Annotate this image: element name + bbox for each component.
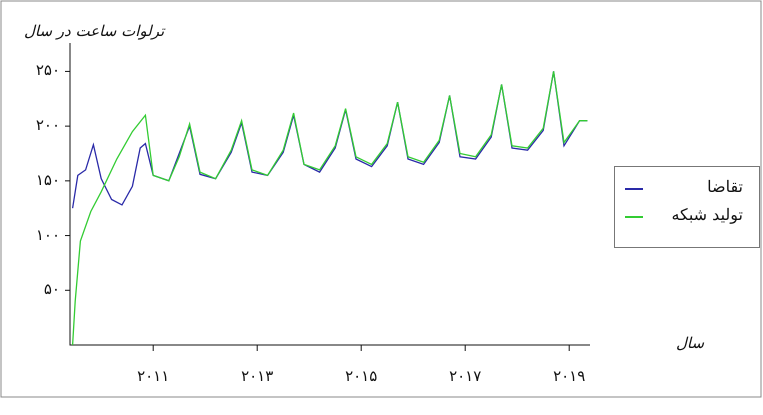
y-tick-label: ۵۰ [43,280,60,299]
x-tick-label: ۲۰۱۳ [241,367,274,385]
legend-label-demand: تقاضا [707,177,743,196]
legend: تقاضا تولید شبکه [614,166,760,248]
x-axis-label: سال [676,334,705,352]
series-line-production [71,71,588,346]
legend-label-production: تولید شبکه [671,205,743,224]
x-tick-label: ۲۰۱۵ [345,367,378,385]
y-tick-label: ۱۵۰ [35,170,60,189]
y-tick-label: ۲۰۰ [35,116,60,135]
x-tick-label: ۲۰۱۷ [449,367,482,385]
legend-swatch-production [625,216,643,218]
legend-swatch-demand [625,188,643,190]
plot-area [65,43,590,351]
axes [69,43,590,346]
x-tick-label: ۲۰۱۱ [137,367,170,385]
x-tick-label: ۲۰۱۹ [553,367,586,385]
y-tick-label: ۲۵۰ [35,61,60,80]
y-axis-label: ترلوات ساعت در سال [24,22,165,40]
y-tick-label: ۱۰۰ [35,225,60,244]
